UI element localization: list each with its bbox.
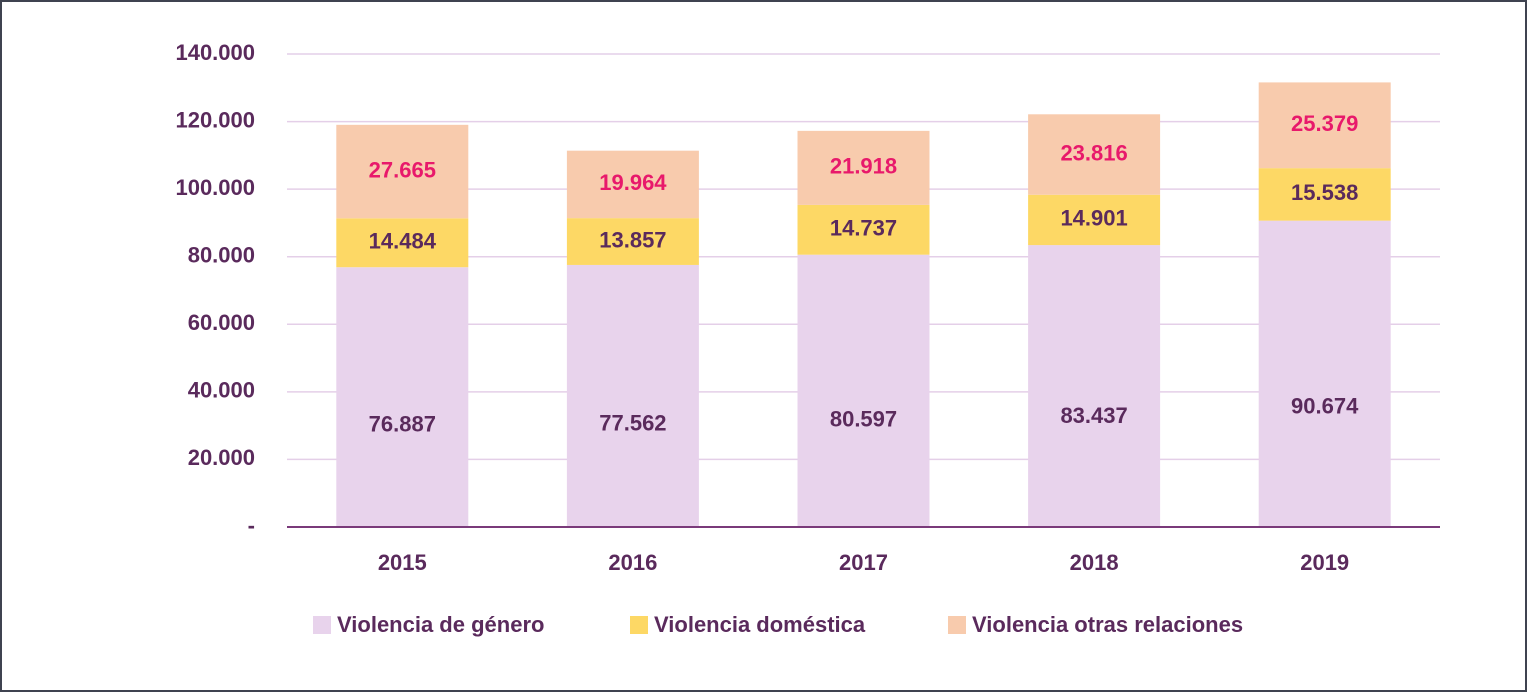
legend-label: Violencia doméstica: [654, 612, 866, 637]
bar-segment: [1258, 168, 1391, 221]
data-label: 14.737: [830, 216, 897, 241]
data-label: 23.816: [1060, 140, 1127, 165]
x-tick-label: 2019: [1300, 550, 1349, 575]
bar-segment: [566, 264, 699, 527]
x-tick-label: 2015: [378, 550, 427, 575]
data-label: 27.665: [369, 157, 436, 182]
x-tick-label: 2016: [608, 550, 657, 575]
bar-segment: [336, 124, 469, 219]
y-tick-label: 120.000: [175, 107, 255, 132]
x-tick-label: 2017: [839, 550, 888, 575]
bar-segment: [566, 150, 699, 219]
bar-segment: [1258, 82, 1391, 169]
bar-segment: [1028, 194, 1161, 246]
y-tick-label: 100.000: [175, 175, 255, 200]
bar-segment: [336, 218, 469, 268]
legend-swatch: [313, 616, 331, 634]
bar-segment: [1028, 245, 1161, 527]
y-tick-label: -: [248, 513, 255, 538]
bar-segment: [1258, 220, 1391, 527]
data-label: 25.379: [1291, 111, 1358, 136]
data-label: 77.562: [599, 411, 666, 436]
bar-segment: [797, 204, 930, 255]
x-tick-label: 2018: [1070, 550, 1119, 575]
data-label: 13.857: [599, 227, 666, 252]
bar-segment: [566, 218, 699, 265]
y-tick-label: 80.000: [188, 243, 255, 268]
data-label: 14.484: [369, 229, 437, 254]
bar-segment: [1028, 114, 1161, 195]
bar-segment: [336, 267, 469, 527]
y-tick-label: 140.000: [175, 40, 255, 65]
data-label: 76.887: [369, 412, 436, 437]
data-label: 90.674: [1291, 393, 1359, 418]
legend-swatch: [630, 616, 648, 634]
data-label: 80.597: [830, 407, 897, 432]
legend-label: Violencia otras relaciones: [972, 612, 1243, 637]
y-tick-label: 40.000: [188, 378, 255, 403]
data-label: 14.901: [1060, 206, 1127, 231]
y-tick-label: 60.000: [188, 310, 255, 335]
data-label: 83.437: [1060, 403, 1127, 428]
legend-swatch: [948, 616, 966, 634]
bar-segment: [797, 254, 930, 528]
bar-segment: [797, 130, 930, 205]
data-label: 15.538: [1291, 180, 1358, 205]
data-label: 21.918: [830, 154, 897, 179]
legend-label: Violencia de género: [337, 612, 544, 637]
data-label: 19.964: [599, 170, 667, 195]
y-tick-label: 20.000: [188, 445, 255, 470]
